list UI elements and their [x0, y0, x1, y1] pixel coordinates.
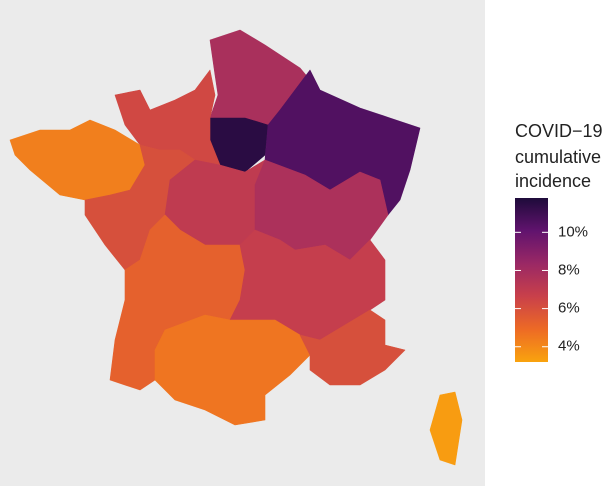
legend-title: incidence: [515, 171, 591, 191]
colorbar-tick-label: 4%: [558, 338, 580, 355]
region: [429, 391, 463, 466]
colorbar: [515, 198, 548, 362]
colorbar-tick-label: 8%: [558, 261, 580, 278]
colorbar-tick-label: 6%: [558, 300, 580, 317]
legend-title: COVID−19: [515, 121, 603, 141]
region: [229, 229, 386, 341]
legend-title: cumulative: [515, 147, 601, 167]
regions: [9, 29, 463, 466]
region: [154, 314, 311, 426]
colorbar-tick-label: 10%: [558, 223, 588, 240]
region: [299, 309, 406, 386]
